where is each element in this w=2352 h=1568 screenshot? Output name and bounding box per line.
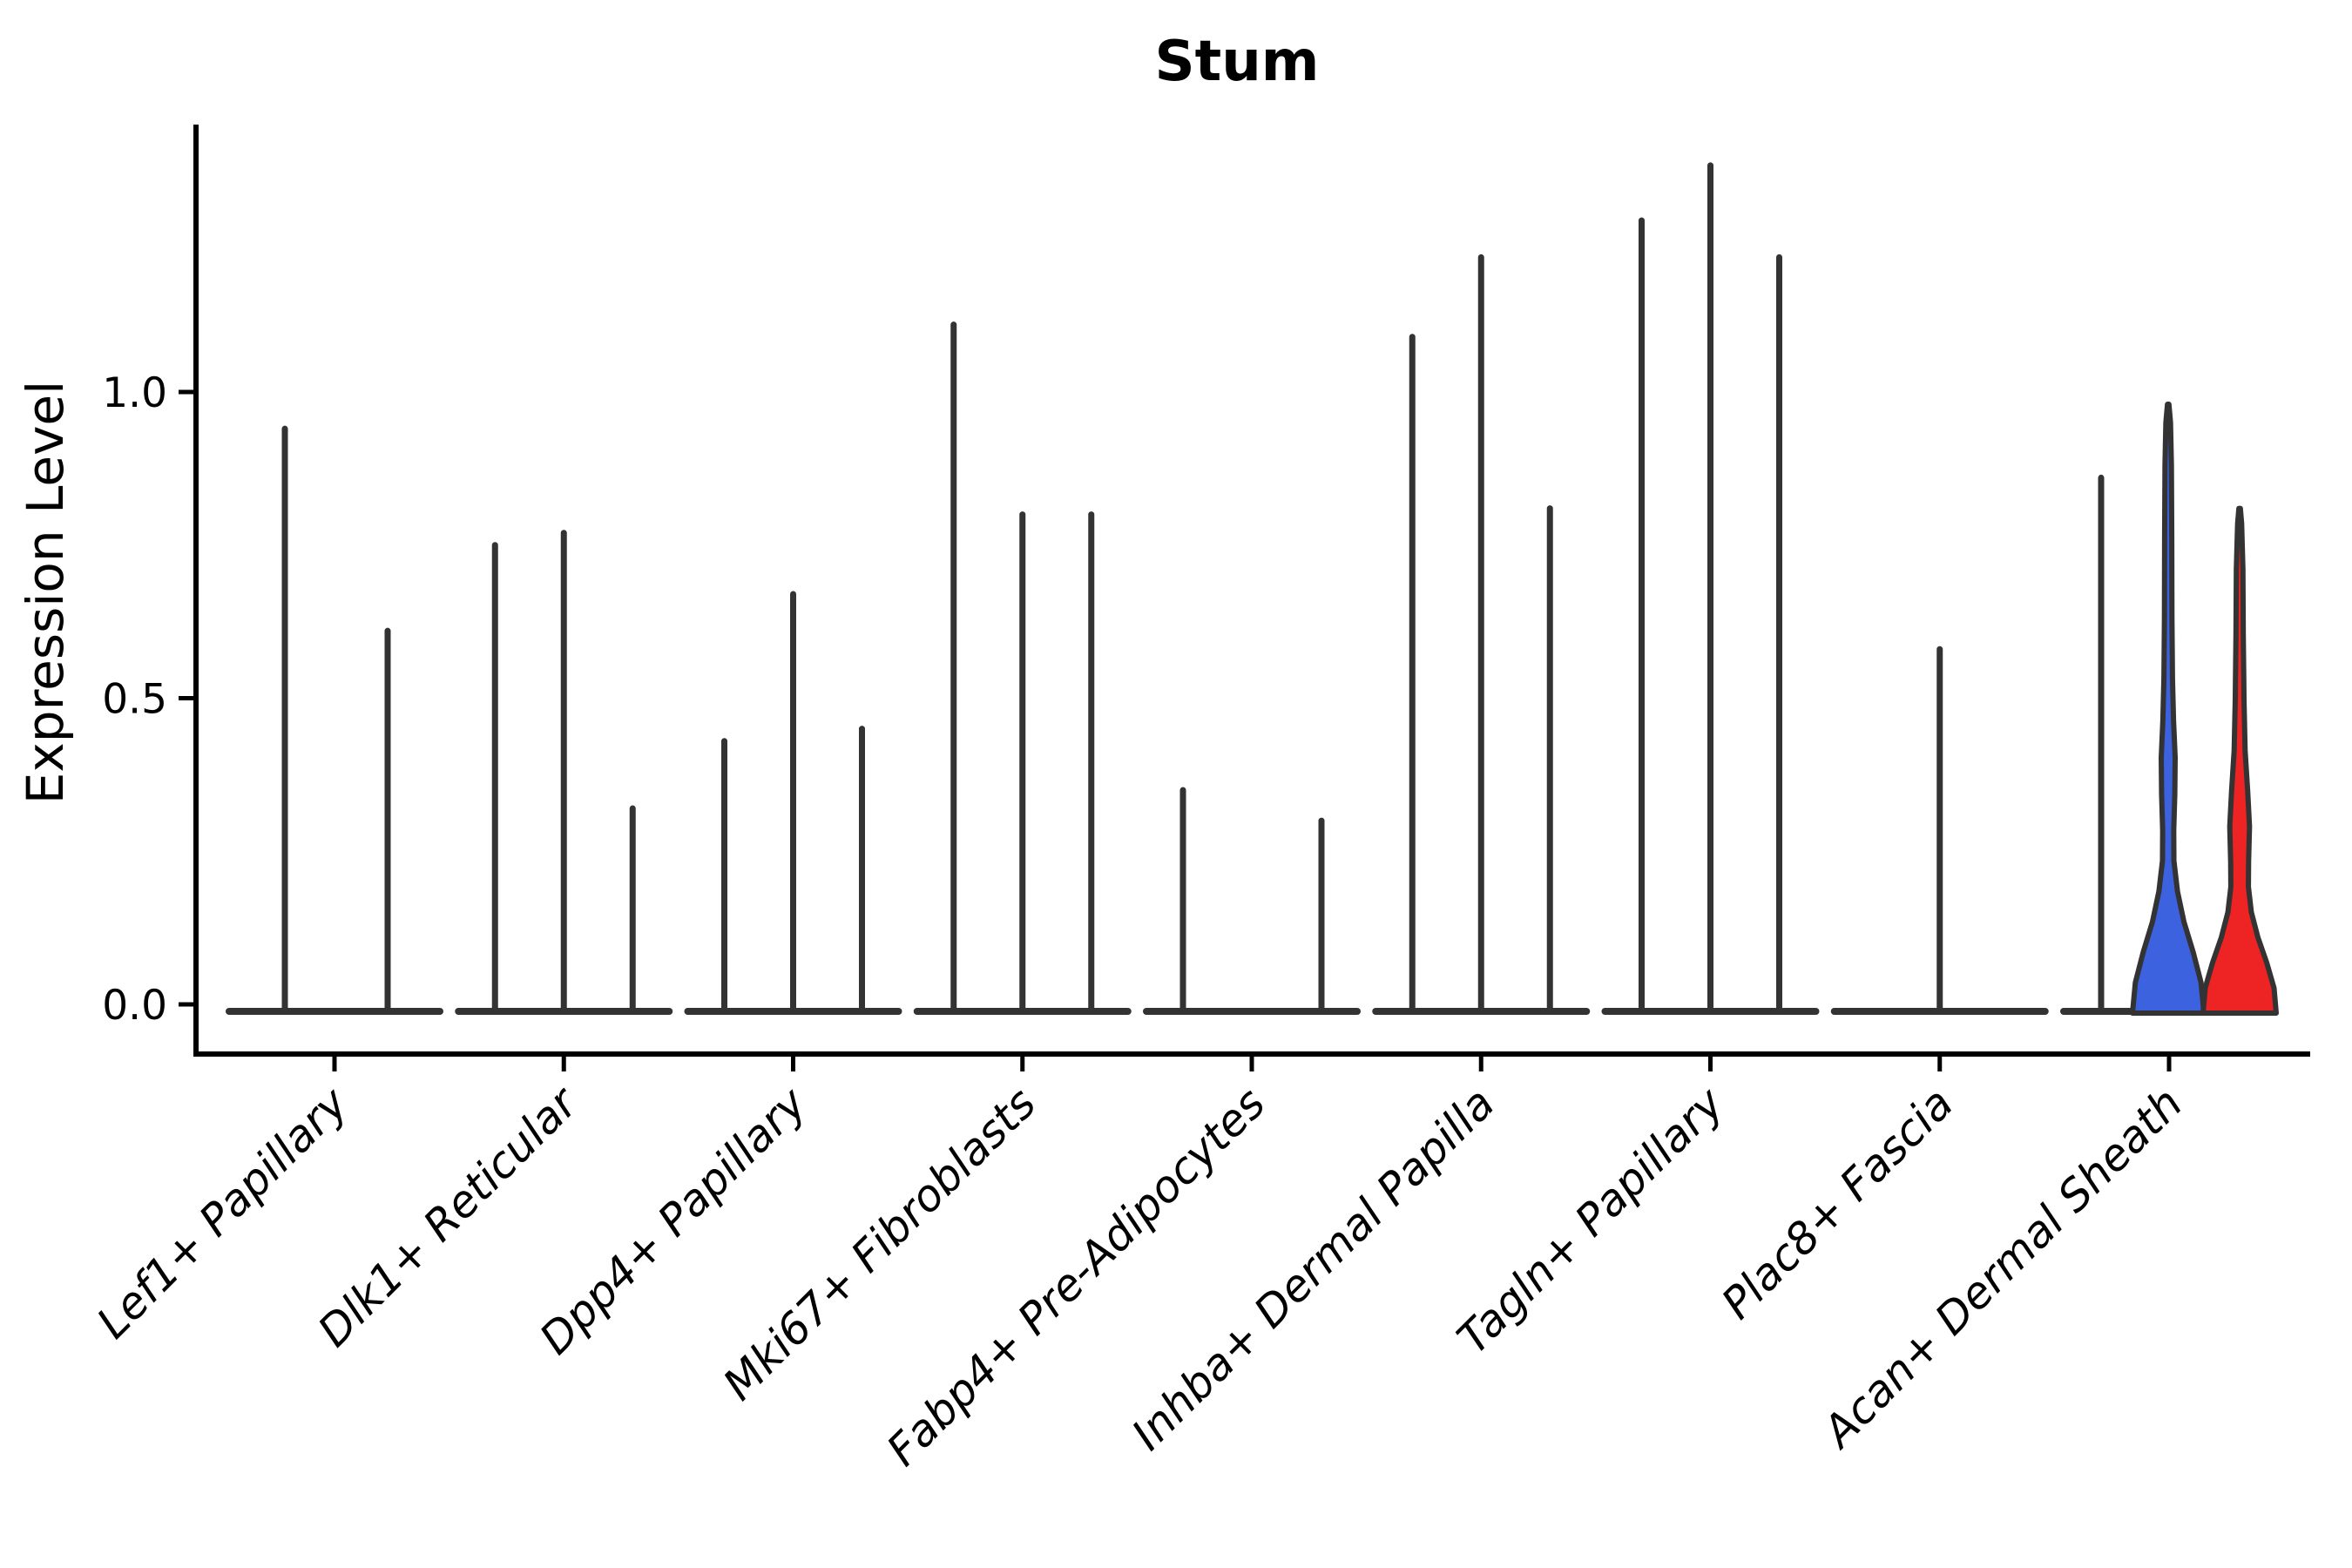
x-tick-label: Plac8+ Fascia: [1712, 1078, 1963, 1328]
violin-red: [2200, 505, 2279, 1016]
x-tick-label: Lef1+ Papillary: [87, 1077, 358, 1348]
x-tick-label: Inhba+ Dermal Papilla: [1122, 1078, 1504, 1459]
chart-title: Stum: [1155, 30, 1320, 94]
x-tick-label: Acan+ Dermal Sheath: [1812, 1078, 2193, 1458]
y-tick-label: 0.5: [102, 676, 167, 724]
y-tick-label: 1.0: [102, 369, 167, 417]
violins-layer: [226, 162, 2279, 1016]
violin-blue: [2130, 402, 2207, 1016]
x-tick-label: Fabp4+ Pre-Adipocytes: [877, 1078, 1275, 1476]
y-tick-label: 0.0: [102, 982, 167, 1030]
y-axis-label: Expression Level: [16, 381, 75, 804]
